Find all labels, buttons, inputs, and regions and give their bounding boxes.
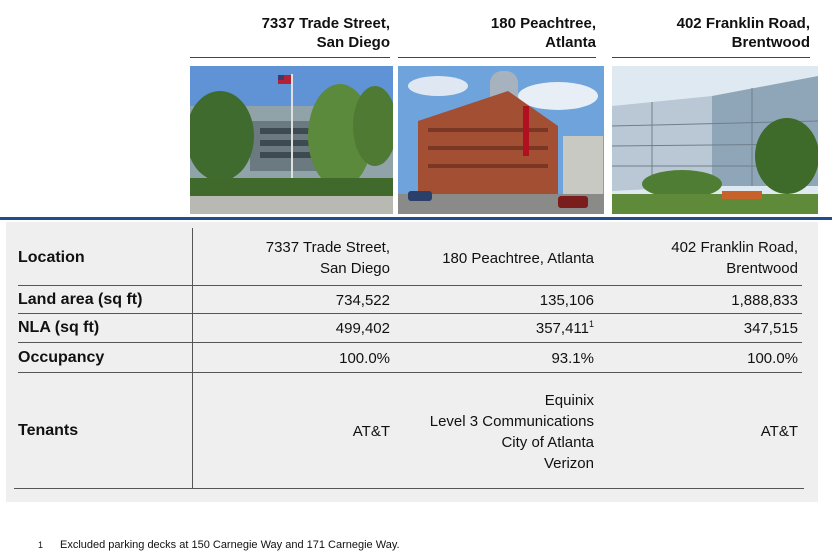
land-area-atlanta: 135,106	[539, 292, 594, 309]
row-divider	[18, 313, 802, 315]
column-header-san-diego: 7337 Trade Street, San Diego	[190, 8, 390, 58]
location-atlanta: 180 Peachtree, Atlanta	[442, 250, 594, 267]
row-label-land-area: Land area (sq ft)	[18, 291, 143, 308]
column-header-atlanta: 180 Peachtree, Atlanta	[398, 8, 596, 58]
row-divider	[18, 372, 802, 374]
location-brentwood: 402 Franklin Road, Brentwood	[671, 239, 798, 277]
tenants-brentwood: AT&T	[760, 423, 798, 440]
occupancy-brentwood: 100.0%	[747, 350, 798, 367]
tenant-item: Level 3 Communications	[429, 413, 594, 430]
land-area-san-diego: 734,522	[335, 292, 390, 309]
row-divider	[18, 342, 802, 344]
column-header-line1: 402 Franklin Road,	[676, 15, 810, 32]
photo-brentwood	[612, 66, 818, 214]
section-divider	[0, 217, 832, 220]
row-label-nla: NLA (sq ft)	[18, 319, 100, 336]
location-san-diego: 7337 Trade Street, San Diego	[265, 239, 390, 277]
footnote-number: 1	[38, 540, 44, 550]
table-bottom-rule	[14, 488, 804, 490]
column-header-line2: Atlanta	[545, 34, 596, 51]
label-column-divider	[192, 228, 194, 488]
row-label-location: Location	[18, 249, 85, 266]
column-header-line2: San Diego	[316, 34, 390, 51]
footnote-marker: 1	[588, 319, 594, 329]
nla-atlanta: 357,4111	[535, 319, 594, 338]
column-header-brentwood: 402 Franklin Road, Brentwood	[612, 8, 810, 58]
tenant-item: Equinix	[544, 392, 594, 409]
tenant-item: City of Atlanta	[501, 434, 594, 451]
row-label-tenants: Tenants	[18, 422, 79, 439]
row-divider	[18, 285, 802, 287]
column-header-line1: 180 Peachtree,	[490, 15, 596, 32]
occupancy-atlanta: 93.1%	[551, 350, 594, 367]
photo-atlanta	[398, 66, 604, 214]
row-label-occupancy: Occupancy	[18, 349, 105, 366]
photo-san-diego	[190, 66, 393, 214]
property-table	[6, 222, 818, 502]
nla-san-diego: 499,402	[335, 320, 390, 337]
column-header-line1: 7337 Trade Street,	[261, 15, 390, 32]
column-header-line2: Brentwood	[731, 34, 810, 51]
tenants-atlanta: Equinix Level 3 Communications City of A…	[400, 390, 594, 474]
tenant-item: Verizon	[543, 455, 594, 472]
footnote-text: Excluded parking decks at 150 Carnegie W…	[60, 539, 400, 551]
occupancy-san-diego: 100.0%	[339, 350, 390, 367]
nla-brentwood: 347,515	[743, 320, 798, 337]
land-area-brentwood: 1,888,833	[731, 292, 798, 309]
tenants-san-diego: AT&T	[352, 423, 390, 440]
